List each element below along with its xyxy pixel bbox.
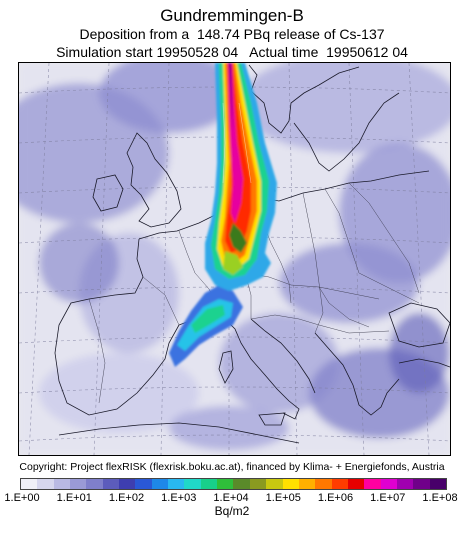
colorbar-tick-label: 1.E+04 [213,492,249,504]
colorbar-swatch [70,479,87,489]
colorbar-swatch [282,479,299,489]
europe-map-svg [19,63,450,455]
colorbar-tick-label: 1.E+07 [370,492,406,504]
colorbar-tick-label: 1.E+03 [161,492,197,504]
colorbar-swatch [380,479,397,489]
colorbar-swatch [364,479,381,489]
colorbar-tick-label: 1.E+05 [265,492,301,504]
colorbar-swatch [37,479,54,489]
colorbar-tick-label: 1.E+01 [56,492,92,504]
colorbar-swatch [429,479,446,489]
colorbar-swatch [135,479,152,489]
colorbar-swatch [315,479,332,489]
colorbar-swatch [119,479,136,489]
colorbar-swatch [102,479,120,489]
colorbar-swatch [233,479,250,489]
time-subtitle: Simulation start 19950528 04 Actual time… [56,44,408,60]
colorbar-swatch [217,479,234,489]
colorbar-swatch [86,479,103,489]
colorbar-swatch [298,479,316,489]
colorbar-swatch [347,479,365,489]
deposition-plume [169,63,277,367]
colorbar-tick-label: 1.E+08 [422,492,458,504]
colorbar-ticks: 1.E+00 1.E+01 1.E+02 1.E+03 1.E+04 1.E+05 1.E+… [0,492,464,506]
colorbar-swatch [21,479,38,489]
colorbar-tick-label: 1.E+06 [317,492,354,504]
colorbar-swatch [266,479,283,489]
graticule [19,63,450,455]
colorbar-swatch [331,479,348,489]
colorbar-unit: Bq/m2 [214,504,250,518]
colorbar [20,478,447,490]
colorbar-swatch [53,479,71,489]
colorbar-swatch [413,479,430,489]
release-subtitle: Deposition from a 148.74 PBq release of … [79,26,385,42]
colorbar-tick-label: 1.E+00 [4,492,40,504]
deposition-map [18,62,451,456]
coastlines [54,64,450,444]
copyright-notice: Copyright: Project flexRISK (flexrisk.bo… [19,461,445,473]
plume-streaks [222,102,252,184]
colorbar-swatch [168,479,185,489]
colorbar-swatch [396,479,414,489]
colorbar-swatch [200,479,218,489]
colorbar-swatch [184,479,201,489]
colorbar-tick-label: 1.E+02 [108,492,145,504]
colorbar-swatch [249,479,267,489]
colorbar-swatch [151,479,169,489]
map-title: Gundremmingen-B [160,6,304,25]
